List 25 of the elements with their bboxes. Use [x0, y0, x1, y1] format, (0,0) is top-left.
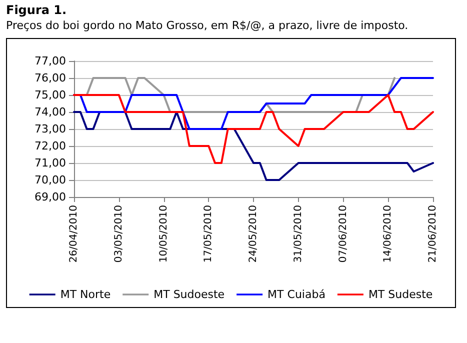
y-tick-label: 70,00: [34, 174, 66, 186]
chart-subtitle: Preços do boi gordo no Mato Grosso, em R$/@, a prazo, livre de imposto.: [6, 19, 408, 32]
legend-label: MT Sudeste: [368, 288, 433, 301]
x-tick-label: 21/06/2010: [428, 205, 438, 263]
legend-label: MT Cuiabá: [268, 288, 326, 301]
chart-title: Figura 1.: [6, 3, 67, 17]
x-tick-label: 17/05/2010: [203, 205, 214, 263]
x-tick-label: 31/05/2010: [292, 205, 304, 263]
x-tick-label: 14/06/2010: [382, 205, 394, 263]
x-tick-label: 10/05/2010: [158, 205, 170, 263]
x-tick-label: 07/06/2010: [338, 205, 349, 263]
y-tick-label: 77,00: [34, 54, 66, 68]
y-tick-label: 74,00: [34, 106, 66, 118]
y-tick-label: 71,00: [34, 156, 66, 170]
y-tick-label: 69,00: [34, 190, 66, 204]
x-tick-label: 24/05/2010: [248, 205, 259, 263]
line-series: [73, 94, 434, 164]
x-tick-label: 26/04/2010: [68, 205, 80, 263]
y-tick-label: 73,00: [34, 122, 66, 136]
y-tick-label: 76,00: [34, 72, 66, 84]
legend-label: MT Norte: [60, 288, 111, 301]
y-tick-label: 75,00: [34, 88, 66, 102]
y-tick-label: 72,00: [34, 140, 66, 152]
x-tick-label: 03/05/2010: [113, 205, 124, 263]
legend-label: MT Sudoeste: [154, 288, 225, 301]
